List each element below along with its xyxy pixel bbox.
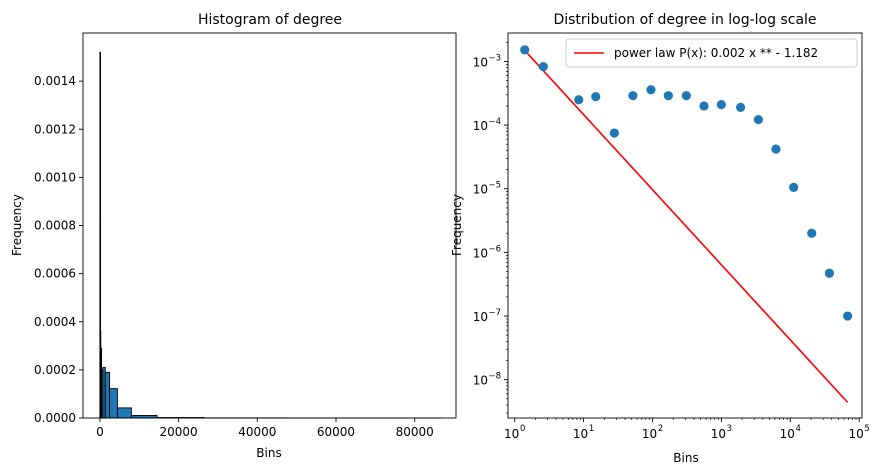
degree-point bbox=[699, 101, 709, 111]
loglog-y-tick-label: 10 bbox=[473, 374, 488, 388]
loglog-x-tick-exponent: 4 bbox=[796, 424, 801, 434]
degree-point bbox=[789, 182, 799, 192]
histogram-plot-area bbox=[83, 33, 456, 418]
degree-point bbox=[609, 128, 619, 138]
histogram-y-tick-label: 0.0012 bbox=[34, 122, 76, 136]
degree-point bbox=[681, 91, 691, 101]
histogram-y-tick-label: 0.0006 bbox=[34, 267, 76, 281]
degree-point bbox=[753, 115, 764, 125]
power-law-fit-line bbox=[524, 49, 849, 403]
degree-point bbox=[716, 99, 726, 110]
histogram-x-tick-label: 40000 bbox=[238, 425, 276, 439]
loglog-y-ticks: −810−710−610−510−410−310 bbox=[473, 41, 508, 414]
loglog-y-tick-exponent: −3 bbox=[488, 53, 501, 63]
loglog-x-tick-label: 10 bbox=[573, 427, 588, 441]
histogram-x-ticks: 0 20000 40000 60000 80000 bbox=[96, 418, 434, 439]
degree-point bbox=[646, 85, 656, 95]
loglog-y-tick-label: 10 bbox=[473, 55, 488, 69]
loglog-y-tick-exponent: −7 bbox=[488, 308, 501, 318]
histogram-y-ticks: 0.0000 0.0002 0.0004 0.0006 0.0008 0.0010 0.00… bbox=[34, 74, 83, 425]
loglog-x-tick-label: 10 bbox=[642, 427, 657, 441]
degree-point bbox=[663, 91, 673, 101]
degree-point bbox=[807, 228, 817, 238]
degree-point bbox=[735, 102, 746, 112]
loglog-y-tick-exponent: −5 bbox=[488, 181, 501, 191]
degree-point bbox=[843, 311, 853, 321]
loglog-y-tick-exponent: −4 bbox=[488, 117, 501, 127]
histogram-y-tick-label: 0.0008 bbox=[34, 219, 76, 233]
histogram-y-tick-label: 0.0000 bbox=[34, 411, 76, 425]
loglog-x-label: Bins bbox=[673, 451, 698, 465]
power-law-line bbox=[524, 49, 849, 403]
histogram-x-tick-label: 80000 bbox=[396, 425, 434, 439]
degree-point bbox=[520, 45, 530, 55]
loglog-y-label: Frequency bbox=[450, 194, 464, 256]
loglog-x-tick-exponent: 5 bbox=[864, 424, 869, 434]
histogram-bars bbox=[99, 51, 443, 419]
legend-label: power law P(x): 0.002 x ** - 1.182 bbox=[614, 46, 818, 60]
histogram-x-tick-label: 20000 bbox=[160, 425, 198, 439]
histogram-y-tick-label: 0.0002 bbox=[34, 363, 76, 377]
degree-points bbox=[520, 45, 853, 321]
histogram-bar bbox=[104, 371, 111, 419]
loglog-x-tick-label: 10 bbox=[849, 427, 864, 441]
loglog-y-tick-label: 10 bbox=[473, 119, 488, 133]
degree-point bbox=[628, 91, 638, 101]
loglog-frame bbox=[507, 32, 863, 419]
loglog-title: Distribution of degree in log-log scale bbox=[553, 12, 816, 28]
degree-point bbox=[824, 268, 834, 278]
histogram-y-tick-label: 0.0004 bbox=[34, 315, 76, 329]
loglog-x-tick-exponent: 3 bbox=[727, 424, 732, 434]
loglog-y-tick-exponent: −6 bbox=[488, 244, 501, 254]
degree-point bbox=[538, 62, 548, 72]
loglog-x-tick-exponent: 1 bbox=[589, 424, 594, 434]
legend-box bbox=[565, 38, 858, 68]
loglog-x-tick-label: 10 bbox=[780, 427, 795, 441]
loglog-y-tick-label: 10 bbox=[473, 310, 488, 324]
degree-point bbox=[771, 144, 781, 154]
histogram-x-tick-label: 60000 bbox=[317, 425, 355, 439]
loglog-y-tick-label: 10 bbox=[473, 246, 488, 260]
histogram-y-tick-label: 0.0014 bbox=[34, 74, 76, 88]
loglog-x-ticks: 10 0 10 1 10 2 10 3 10 4 10 5 bbox=[504, 418, 870, 441]
histogram-bar bbox=[116, 407, 132, 419]
histogram-frame bbox=[82, 32, 457, 419]
histogram-y-label: Frequency bbox=[10, 194, 24, 256]
loglog-x-tick-label: 10 bbox=[711, 427, 726, 441]
histogram-x-label: Bins bbox=[256, 446, 281, 460]
histogram-y-tick-label: 0.0010 bbox=[34, 170, 76, 184]
histogram-title: Histogram of degree bbox=[198, 12, 342, 28]
loglog-x-tick-exponent: 2 bbox=[658, 424, 663, 434]
loglog-x-tick-label: 10 bbox=[504, 427, 519, 441]
degree-point bbox=[574, 95, 584, 105]
degree-point bbox=[591, 92, 601, 102]
histogram-panel: Histogram of degree 0 20000 40000 60000 8000… bbox=[10, 12, 457, 460]
histogram-bar bbox=[109, 388, 118, 419]
loglog-panel: Distribution of degree in log-log scale … bbox=[450, 12, 870, 465]
loglog-y-tick-exponent: −8 bbox=[488, 372, 501, 382]
histogram-x-tick-label: 0 bbox=[96, 425, 104, 439]
loglog-x-tick-exponent: 0 bbox=[520, 424, 525, 434]
loglog-y-tick-label: 10 bbox=[473, 183, 488, 197]
legend: power law P(x): 0.002 x ** - 1.182 bbox=[565, 38, 858, 68]
